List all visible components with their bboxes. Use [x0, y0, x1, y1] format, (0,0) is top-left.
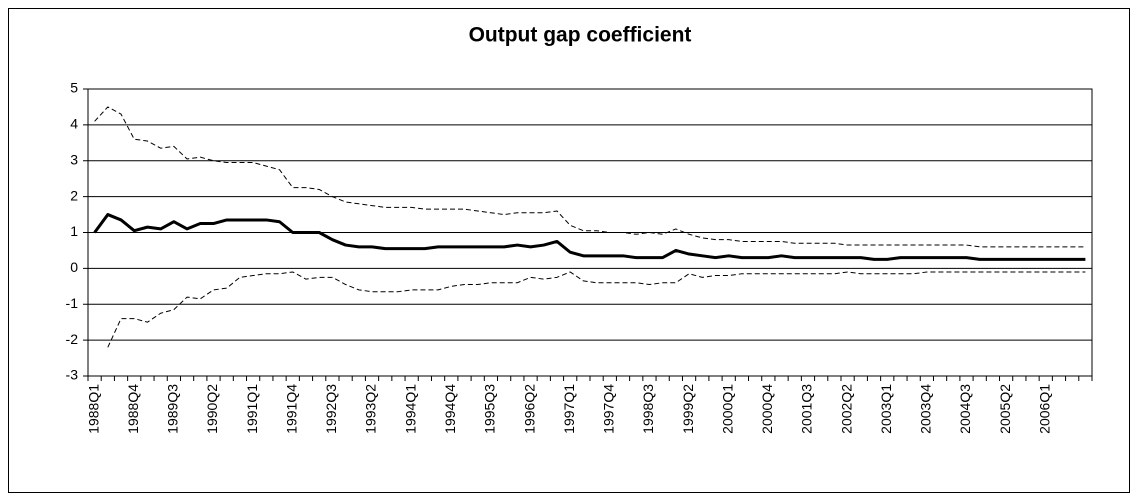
x-tick-label: 1996Q2: [521, 384, 537, 434]
x-tick-label: 1997Q4: [601, 384, 617, 434]
x-tick-label: 1995Q3: [482, 384, 498, 434]
x-tick-label: 1999Q2: [680, 384, 696, 434]
x-tick-label: 2001Q3: [799, 384, 815, 434]
x-tick-label: 1998Q3: [640, 384, 656, 434]
y-tick-label: -3: [66, 367, 79, 383]
y-tick-label: -1: [66, 295, 79, 311]
x-tick-label: 2000Q1: [719, 384, 735, 434]
x-tick-label: 2003Q1: [878, 384, 894, 434]
series-line: [94, 106, 1086, 248]
x-tick-label: 1994Q1: [402, 384, 418, 434]
y-tick-label: 4: [70, 116, 78, 132]
series-line: [107, 271, 1086, 348]
x-tick-label: 1994Q4: [442, 384, 458, 434]
x-tick-label: 1988Q4: [125, 384, 141, 434]
y-tick-label: 5: [70, 80, 78, 96]
y-tick-label: 1: [70, 223, 78, 239]
y-tick-label: 3: [70, 151, 78, 167]
y-tick-label: 2: [70, 187, 78, 203]
series-line: [93, 213, 1086, 261]
x-tick-label: 1992Q3: [323, 384, 339, 434]
x-tick-label: 1988Q1: [85, 384, 101, 434]
x-tick-label: 2003Q4: [918, 384, 934, 434]
x-tick-label: 2000Q4: [759, 384, 775, 434]
x-tick-label: 2004Q3: [957, 384, 973, 434]
x-tick-label: 1991Q4: [283, 384, 299, 434]
y-tick-label: 0: [70, 259, 78, 275]
x-tick-label: 2005Q2: [997, 384, 1013, 434]
x-tick-label: 2002Q2: [838, 384, 854, 434]
x-tick-label: 1991Q1: [244, 384, 260, 434]
x-tick-label: 1993Q2: [363, 384, 379, 434]
x-tick-label: 1990Q2: [204, 384, 220, 434]
x-tick-label: 1997Q1: [561, 384, 577, 434]
x-tick-label: 1989Q3: [165, 384, 181, 434]
x-tick-label: 2006Q1: [1036, 384, 1052, 434]
y-tick-label: -2: [66, 331, 79, 347]
chart-title: Output gap coefficient: [469, 24, 692, 47]
